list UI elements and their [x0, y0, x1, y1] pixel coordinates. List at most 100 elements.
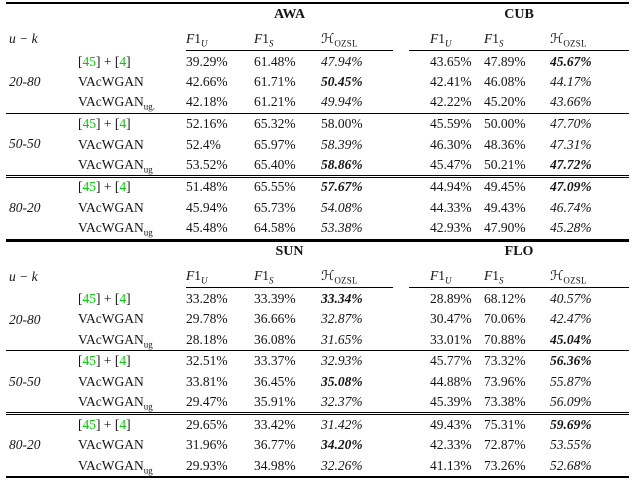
- dataset-header-cub: CUB: [504, 6, 534, 22]
- uk-column-header: u − k: [9, 268, 38, 284]
- metric-value-cell: 45.20%: [484, 94, 526, 110]
- metric-value-cell: 44.88%: [430, 374, 472, 389]
- metric-value-cell: 32.26%: [321, 457, 363, 473]
- metric-value-cell: 36.45%: [254, 374, 296, 389]
- metric-value-cell: 73.32%: [484, 350, 551, 372]
- metric-value-cell: 29.47%: [186, 394, 228, 410]
- empty-cell: [78, 241, 186, 263]
- column-spacer: [393, 263, 409, 288]
- subscript: S: [499, 275, 504, 286]
- method-cell: [45] + [4]: [78, 288, 186, 309]
- metric-value-cell: 30.47%: [430, 311, 472, 326]
- citation-link[interactable]: 45: [82, 53, 97, 69]
- metric-value-cell: 57.67%: [321, 174, 393, 197]
- empty-cell: [6, 241, 78, 263]
- citation-link[interactable]: 4: [119, 291, 127, 306]
- column-spacer: [393, 197, 409, 218]
- citation-bracket: [: [78, 291, 83, 306]
- metric-value-cell: 29.93%: [186, 457, 228, 473]
- citation-bracket: ]: [126, 353, 131, 369]
- citation-link[interactable]: 45: [82, 291, 97, 306]
- metric-value-cell: 61.21%: [254, 94, 296, 110]
- dataset-header-row: AWA CUB: [6, 3, 629, 25]
- metric-value-cell: 32.51%: [186, 350, 254, 372]
- citation-link[interactable]: 45: [82, 353, 97, 369]
- metric-value-cell: 73.96%: [484, 374, 526, 389]
- citation-bracket: [: [78, 416, 83, 432]
- metric-value-cell: 58.39%: [321, 136, 363, 152]
- metric-value-cell: 35.91%: [254, 394, 296, 410]
- col-header-f1u: F1U: [186, 25, 254, 51]
- method-name: VAcWGAN: [78, 311, 144, 326]
- method-subscript: ug: [143, 164, 153, 175]
- data-row: VAcWGAN 45.94% 65.73% 54.08% 44.33% 49.43% 46.…: [6, 197, 629, 218]
- one-symbol: 1: [438, 30, 445, 46]
- citation-bracket: ]: [126, 179, 131, 195]
- column-spacer: [393, 393, 409, 414]
- column-spacer: [393, 134, 409, 155]
- citation-bracket: ] + [: [96, 53, 120, 69]
- method-subscript: ug: [143, 401, 153, 412]
- metric-value-cell: 42.66%: [186, 73, 228, 89]
- one-symbol: 1: [492, 30, 499, 46]
- metric-value-cell: 68.12%: [484, 291, 526, 307]
- method-cell: [45] + [4]: [78, 174, 186, 197]
- metric-value-cell: 45.77%: [409, 350, 485, 372]
- f-symbol: F: [254, 30, 263, 46]
- dataset-header-row: SUN FLO: [6, 241, 629, 263]
- col-header-hozsl: ℋOZSL: [550, 262, 630, 288]
- subscript: S: [269, 275, 274, 286]
- data-row: VAcWGAN 29.78% 36.66% 32.87% 30.47% 70.06% 42.…: [6, 309, 629, 330]
- one-symbol: 1: [492, 268, 500, 283]
- metric-value-cell: 44.94%: [409, 174, 484, 197]
- metric-value-cell: 47.89%: [484, 53, 526, 69]
- metric-value-cell: 49.94%: [321, 94, 363, 110]
- method-cell: VAcWGANug: [78, 393, 186, 414]
- metric-value-cell: 64.58%: [254, 220, 296, 236]
- subscript: S: [269, 38, 274, 49]
- one-symbol: 1: [438, 268, 446, 283]
- method-cell: VAcWGAN: [78, 134, 186, 155]
- citation-link[interactable]: 4: [119, 416, 127, 432]
- citation-link[interactable]: 45: [82, 416, 97, 432]
- f-symbol: F: [186, 30, 195, 46]
- metric-value-cell: 34.20%: [321, 437, 363, 452]
- data-row: VAcWGAN 31.96% 36.77% 34.20% 42.33% 72.87% 53.…: [6, 435, 629, 456]
- method-name: VAcWGAN: [78, 199, 144, 215]
- citation-link[interactable]: 4: [119, 353, 127, 369]
- col-header-f1u: F1U: [409, 25, 484, 51]
- metric-value-cell: 49.45%: [484, 174, 550, 197]
- uk-split-label: 80-20: [6, 412, 78, 477]
- uk-split-label: 50-50: [6, 112, 78, 176]
- citation-link[interactable]: 4: [119, 115, 127, 131]
- data-row: 50-50 [45] + [4] 32.51% 33.37% 32.93% 45.77% 7…: [6, 350, 630, 414]
- method-cell: VAcWGAN: [78, 435, 186, 456]
- results-table-awa-cub: AWA CUB u − k F1U F1S ℋOZSL F1U F1S ℋOZSL 20-80 [4…: [6, 2, 630, 240]
- metric-value-cell: 52.16%: [186, 112, 254, 134]
- method-cell: VAcWGAN: [78, 71, 186, 92]
- column-spacer: [393, 309, 409, 330]
- metric-value-cell: 53.55%: [550, 437, 592, 452]
- metric-value-cell: 42.47%: [550, 311, 592, 326]
- metric-value-cell: 31.96%: [186, 437, 228, 452]
- citation-link[interactable]: 45: [82, 115, 97, 131]
- data-row: VAcWGANug 29.93% 34.98% 32.26% 41.13% 73.26% 5…: [6, 456, 629, 477]
- metric-value-cell: 43.66%: [550, 94, 592, 110]
- column-spacer: [393, 3, 409, 25]
- citation-link[interactable]: 4: [119, 179, 127, 195]
- citation-bracket: [: [78, 353, 83, 369]
- metric-value-cell: 61.48%: [254, 53, 296, 69]
- empty-cell: [78, 263, 186, 288]
- citation-bracket: ]: [126, 416, 131, 432]
- method-cell: [45] + [4]: [78, 350, 186, 372]
- citation-link[interactable]: 4: [119, 53, 127, 69]
- citation-link[interactable]: 45: [82, 179, 97, 195]
- metric-value-cell: 33.34%: [321, 291, 363, 307]
- method-subscript: ug: [143, 339, 153, 350]
- col-header-f1s: F1S: [254, 25, 321, 51]
- metric-value-cell: 65.55%: [254, 174, 321, 197]
- method-subscript: ug: [143, 227, 153, 238]
- col-header-hozsl: ℋOZSL: [550, 25, 630, 51]
- metric-value-cell: 29.65%: [186, 412, 254, 435]
- one-symbol: 1: [194, 30, 201, 46]
